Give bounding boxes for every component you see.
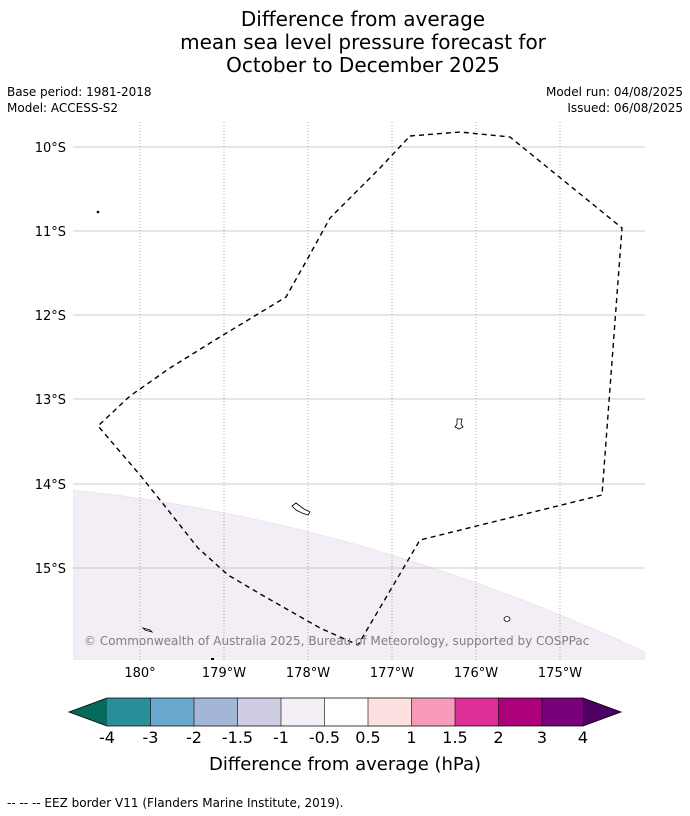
cb-tick-5: -1	[273, 728, 289, 747]
anomaly-shaded-region	[73, 489, 645, 660]
colorbar-dividers	[150, 698, 543, 726]
island-southwest	[141, 627, 154, 633]
lon-label-177w: 177°W	[370, 666, 414, 681]
model-info: Base period: 1981-2018 Model: ACCESS-S2	[7, 84, 152, 116]
map-plot-area: © Commonwealth of Australia 2025, Bureau…	[73, 122, 645, 660]
title-line-3: October to December 2025	[226, 53, 500, 77]
lon-label-175w: 175°W	[538, 666, 582, 681]
cb-tick-7: 0.5	[355, 728, 380, 747]
latitude-gridlines	[73, 146, 645, 569]
island-southeast	[503, 616, 511, 622]
colorbar-segment-7	[368, 698, 412, 726]
colorbar: -4 -3 -2 -1.5 -1 -0.5 0.5 1 1.5 2 3 4 Di…	[67, 697, 623, 775]
cb-tick-6: -0.5	[309, 728, 340, 747]
map-title: Difference from average mean sea level p…	[0, 8, 690, 77]
colorbar-segment-11	[542, 698, 583, 726]
colorbar-tick-labels: -4 -3 -2 -1.5 -1 -0.5 0.5 1 1.5 2 3 4	[99, 728, 588, 747]
cb-tick-1: -4	[99, 728, 115, 747]
issued-text: Issued: 06/08/2025	[567, 101, 683, 115]
lat-label-13s: 13°S	[35, 393, 66, 408]
eez-legend-note: -- -- -- EEZ border V11 (Flanders Marine…	[7, 796, 344, 810]
island-western-cluster	[291, 502, 311, 516]
colorbar-segment-10	[498, 698, 542, 726]
cb-tick-10: 2	[493, 728, 503, 747]
lon-label-180: 180°	[124, 666, 155, 681]
colorbar-segment-8	[411, 698, 455, 726]
lat-label-15s: 15°S	[35, 562, 66, 577]
model-run-text: Model run: 04/08/2025	[545, 85, 683, 99]
title-line-1: Difference from average	[240, 7, 486, 31]
island-swains-area	[454, 418, 464, 430]
base-period-text: Base period: 1981-2018	[7, 85, 152, 99]
colorbar-segment-9	[455, 698, 499, 726]
title-line-2: mean sea level pressure forecast for	[180, 30, 546, 54]
cb-tick-9: 1.5	[442, 728, 467, 747]
eez-border	[97, 131, 623, 646]
cb-tick-2: -3	[143, 728, 159, 747]
colorbar-segment-3	[194, 698, 238, 726]
lon-label-176w: 176°W	[454, 666, 498, 681]
colorbar-segment-1	[107, 698, 151, 726]
cb-tick-8: 1	[406, 728, 416, 747]
cb-tick-4: -1.5	[222, 728, 253, 747]
colorbar-label: Difference from average (hPa)	[209, 754, 481, 775]
model-text: Model: ACCESS-S2	[7, 101, 119, 115]
colorbar-outline	[67, 697, 623, 727]
colorbar-arrow-high	[583, 698, 621, 726]
colorbar-segment-2	[150, 698, 194, 726]
island-south-edge	[211, 658, 214, 660]
lat-label-10s: 10°S	[35, 141, 66, 156]
cb-tick-3: -2	[186, 728, 202, 747]
colorbar-segment-5	[281, 698, 325, 726]
lon-label-178w: 178°W	[286, 666, 330, 681]
lat-label-12s: 12°S	[35, 309, 66, 324]
cb-tick-12: 4	[578, 728, 588, 747]
colorbar-segment-4	[237, 698, 281, 726]
run-info: Model run: 04/08/2025 Issued: 06/08/2025	[546, 84, 683, 116]
copyright-notice: © Commonwealth of Australia 2025, Bureau…	[84, 634, 589, 648]
lon-label-179w: 179°W	[202, 666, 246, 681]
islands	[96, 210, 511, 660]
colorbar-arrow-low	[69, 698, 107, 726]
latitude-labels: 10°S 11°S 12°S 13°S 14°S 15°S	[35, 141, 66, 577]
lat-label-11s: 11°S	[35, 225, 66, 240]
cb-tick-11: 3	[537, 728, 547, 747]
island-northwest-dot	[96, 210, 100, 214]
lat-label-14s: 14°S	[35, 478, 66, 493]
colorbar-segment-6	[324, 698, 368, 726]
longitude-labels: 180° 179°W 178°W 177°W 176°W 175°W	[124, 666, 582, 681]
